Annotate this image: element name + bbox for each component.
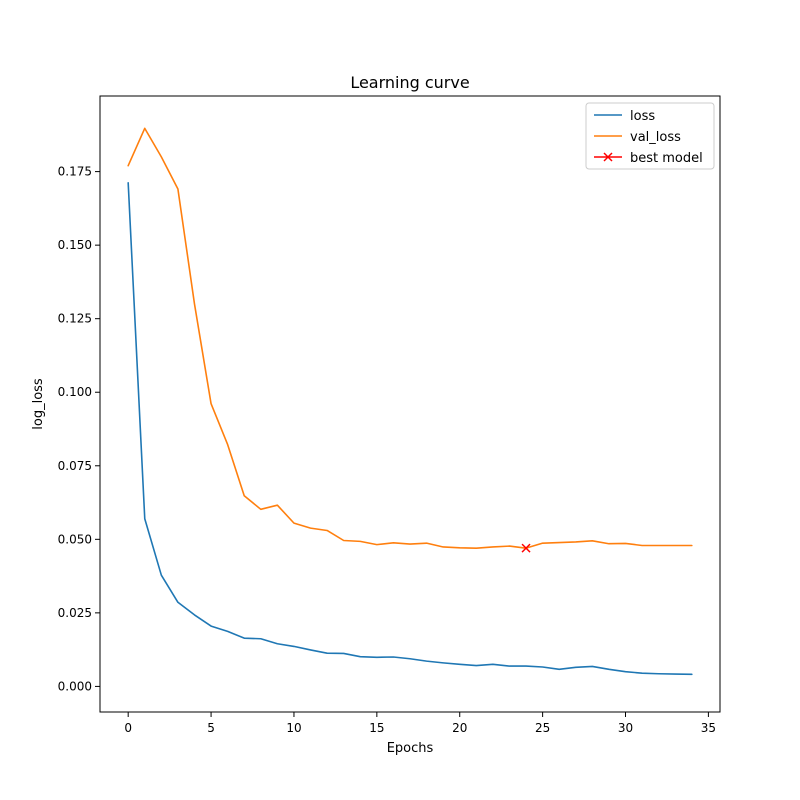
y-tick-label: 0.025 xyxy=(58,606,92,620)
y-tick-label: 0.125 xyxy=(58,312,92,326)
series-line-loss xyxy=(127,181,693,676)
y-tick-label: 0.150 xyxy=(58,238,92,252)
x-axis-label: Epochs xyxy=(387,741,434,756)
y-tick-label: 0.175 xyxy=(58,165,92,179)
y-tick-label: 0.050 xyxy=(58,532,92,546)
x-tick-label: 10 xyxy=(286,721,301,735)
y-tick-label: 0.000 xyxy=(58,679,92,693)
x-axis: 0 5 10 15 20 25 30 35 xyxy=(124,712,716,735)
x-tick-label: 35 xyxy=(701,721,716,735)
x-tick-label: 30 xyxy=(618,721,633,735)
x-tick-label: 5 xyxy=(207,721,215,735)
y-axis: 0.000 0.025 0.050 0.075 0.100 0.125 0.150 0.175 xyxy=(58,165,100,693)
y-tick-label: 0.100 xyxy=(58,385,92,399)
legend-label: best model xyxy=(630,151,703,166)
legend-box xyxy=(585,102,715,170)
best-model-marker xyxy=(521,543,531,553)
x-tick-label: 20 xyxy=(452,721,467,735)
plot-frame xyxy=(99,95,721,713)
legend-label: loss xyxy=(630,109,655,124)
y-axis-label: log_loss xyxy=(31,378,46,430)
chart-title: Learning curve xyxy=(350,73,469,92)
x-tick-label: 25 xyxy=(535,721,550,735)
legend-entry-best-model: best model xyxy=(594,151,703,166)
plot-area xyxy=(127,127,693,676)
legend-label: val_loss xyxy=(630,130,681,145)
y-tick-label: 0.075 xyxy=(58,459,92,473)
legend-entry-val-loss: val_loss xyxy=(594,130,681,145)
x-tick-label: 0 xyxy=(124,721,132,735)
series-line-val-loss xyxy=(127,127,693,549)
legend-entry-loss: loss xyxy=(594,109,655,124)
x-tick-label: 15 xyxy=(369,721,384,735)
